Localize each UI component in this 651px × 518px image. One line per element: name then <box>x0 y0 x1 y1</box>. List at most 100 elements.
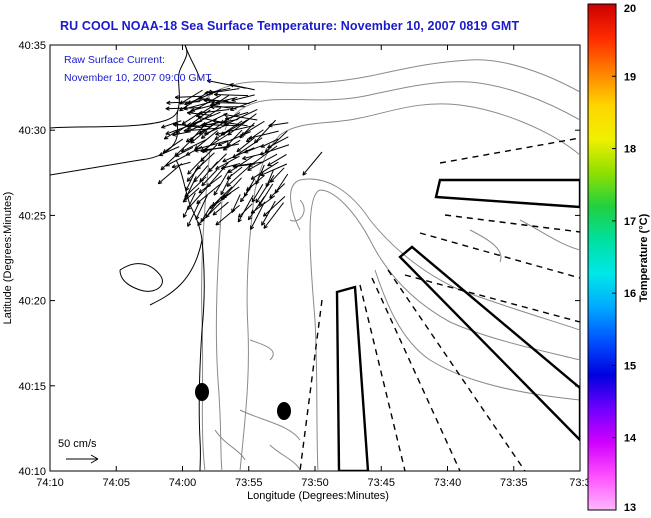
current-vector-head <box>242 155 246 160</box>
current-vector-head <box>260 172 264 176</box>
current-vector-head <box>200 134 204 139</box>
current-vector <box>267 136 289 149</box>
current-vector-head <box>209 207 214 209</box>
current-vector-head <box>174 96 179 100</box>
current-vector-head <box>302 171 305 176</box>
colorbar-tick-label: 14 <box>624 433 637 445</box>
current-vector <box>197 202 222 226</box>
current-vector-head <box>255 200 260 204</box>
current-vector <box>198 175 223 194</box>
current-vector <box>193 165 209 183</box>
current-vector-head <box>158 182 163 185</box>
current-vector <box>186 186 209 211</box>
current-vector-head <box>190 107 195 111</box>
current-vector-head <box>165 130 169 135</box>
current-vector-head <box>233 163 237 167</box>
current-vector-head <box>165 108 170 111</box>
current-vector-head <box>220 191 225 196</box>
y-tick-label: 40:35 <box>18 40 46 52</box>
current-vector <box>214 93 249 97</box>
current-vector-head <box>197 115 203 118</box>
current-vector-head <box>229 83 234 85</box>
current-vector-head <box>262 212 266 217</box>
current-vector-head <box>250 209 254 214</box>
current-vector <box>198 97 238 104</box>
current-vector <box>181 139 207 153</box>
x-tick-label: 73:50 <box>301 477 329 489</box>
current-vector-head <box>238 215 243 218</box>
current-vector <box>171 161 191 168</box>
current-vector-head <box>245 138 249 143</box>
current-vector-head <box>191 120 196 125</box>
x-tick-label: 73:45 <box>367 477 395 489</box>
current-vector <box>222 186 240 199</box>
current-vector-head <box>264 148 268 153</box>
current-vector <box>224 111 249 120</box>
current-vector <box>175 122 192 134</box>
x-tick-label: 74:00 <box>169 477 197 489</box>
current-vector <box>250 201 266 230</box>
current-vector-head <box>183 128 188 132</box>
current-vector-head <box>193 180 198 183</box>
current-vector <box>189 122 208 142</box>
current-vector-head <box>215 221 219 226</box>
current-vector-head <box>227 133 232 136</box>
current-vector-head <box>260 143 264 148</box>
current-vector <box>261 200 276 226</box>
y-tick-label: 40:15 <box>18 381 46 393</box>
transect-boxes <box>335 178 580 471</box>
current-vector <box>270 167 285 183</box>
current-vector-head <box>221 168 226 170</box>
current-vector <box>166 101 201 104</box>
current-vector-head <box>226 175 230 180</box>
current-vector-head <box>197 116 202 121</box>
current-vector-head <box>215 102 220 105</box>
colorbar-tick-label: 16 <box>624 288 636 300</box>
current-vector <box>196 184 221 205</box>
current-vector-head <box>197 221 200 226</box>
current-vector-head <box>212 213 218 216</box>
current-vector-head <box>213 192 218 196</box>
current-vector-head <box>215 100 220 104</box>
current-vector <box>158 146 180 156</box>
current-vector <box>183 192 196 218</box>
current-vector <box>191 102 221 112</box>
current-vector <box>186 128 205 143</box>
current-vector <box>240 120 265 136</box>
current-vector <box>213 169 230 196</box>
current-vector-head <box>194 148 199 152</box>
current-vector-head <box>165 106 170 110</box>
current-vector <box>212 201 229 216</box>
current-vector-head <box>194 150 199 153</box>
current-vector-head <box>171 166 177 169</box>
current-vector <box>165 152 191 167</box>
current-vector-head <box>247 215 250 220</box>
current-vector-head <box>198 189 202 194</box>
current-vector <box>212 186 233 207</box>
current-vector-head <box>215 223 220 226</box>
y-axis-ticks: 40:35 40:30 40:25 40:20 40:15 40:10 <box>18 40 580 478</box>
current-vector-head <box>229 84 234 88</box>
current-vector <box>226 164 252 187</box>
current-vector-head <box>231 100 236 102</box>
current-vector <box>173 124 212 128</box>
current-vector-head <box>223 113 228 118</box>
current-vector <box>231 194 241 213</box>
current-vector-head <box>187 223 192 227</box>
map-plot-area <box>49 44 581 472</box>
current-vector-head <box>255 181 260 185</box>
x-tick-label: 73:55 <box>235 477 263 489</box>
current-vector-head <box>187 172 192 175</box>
current-vector <box>229 83 255 91</box>
y-tick-label: 40:30 <box>18 125 46 137</box>
current-vector <box>200 132 231 152</box>
colorbar-label: Temperature (°C) <box>638 213 650 302</box>
current-vector-head <box>200 159 205 162</box>
current-vector-head <box>187 170 190 175</box>
current-vector-head <box>212 119 217 122</box>
current-vector-head <box>215 131 219 135</box>
current-vector-head <box>240 197 242 202</box>
current-vector <box>263 202 284 229</box>
current-vector <box>195 194 209 220</box>
current-vector-head <box>270 180 275 183</box>
